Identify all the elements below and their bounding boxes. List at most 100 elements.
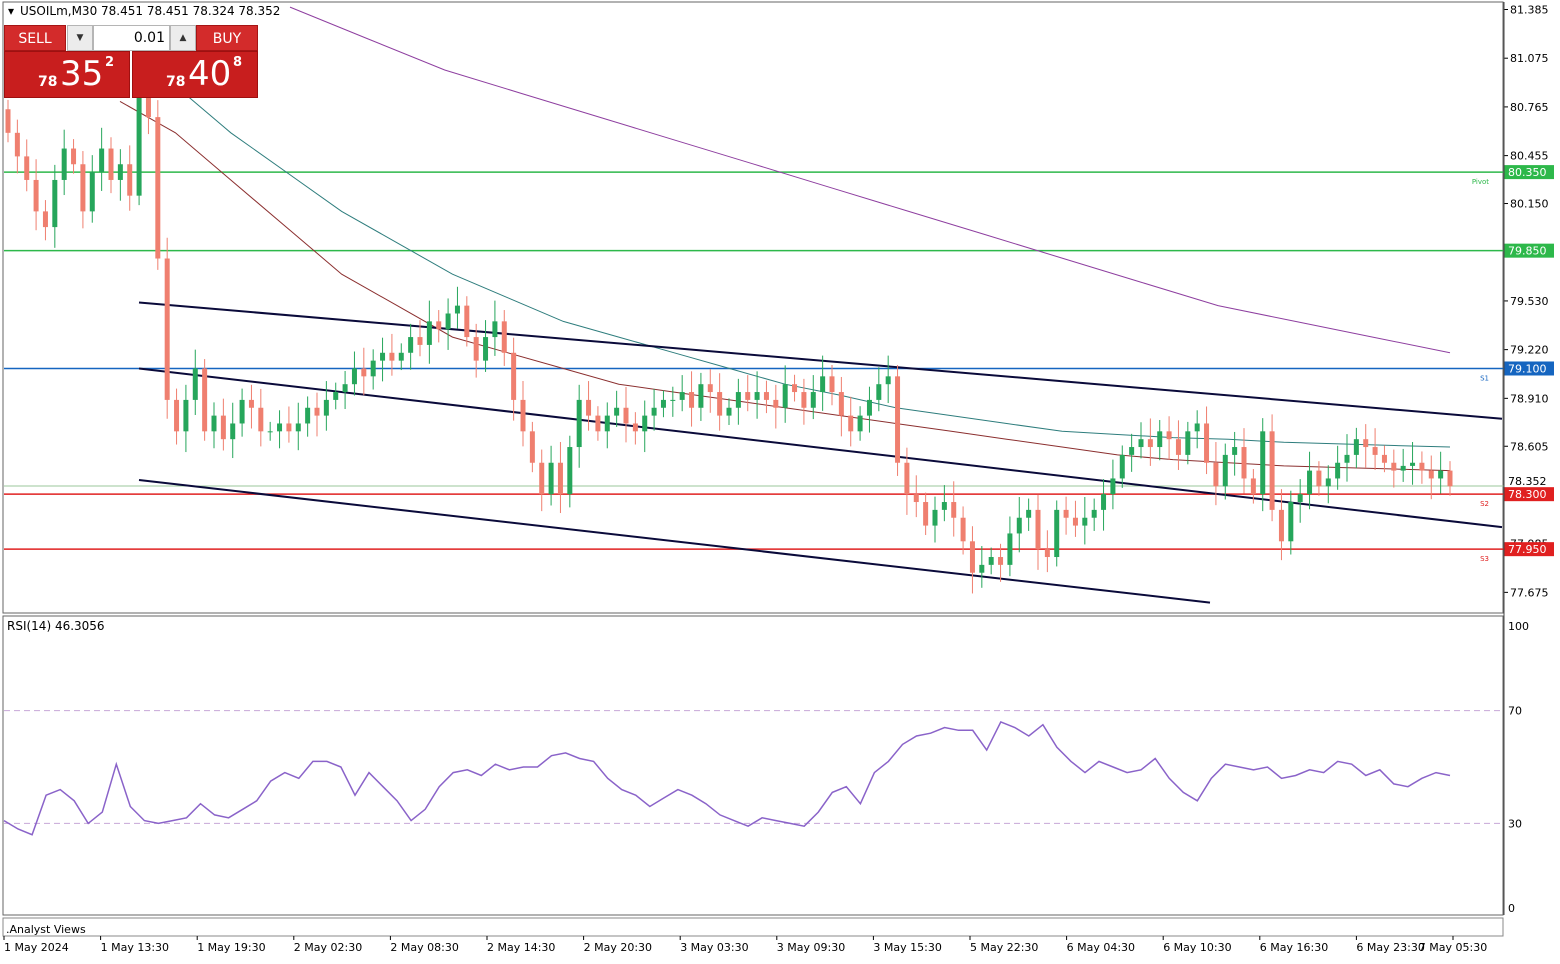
candle-body (258, 407, 264, 432)
candle-body (1269, 431, 1275, 510)
candle-body (913, 494, 919, 503)
candle-body (885, 376, 891, 385)
candle-body (820, 376, 826, 393)
candle-body (1307, 470, 1313, 495)
candle (1363, 424, 1369, 468)
candle (286, 406, 292, 443)
candle (651, 388, 657, 431)
candle-body (1391, 462, 1397, 471)
channel-lines[interactable] (138, 301, 1503, 604)
candle-body (679, 392, 685, 400)
candle (745, 375, 751, 412)
sell-price-button[interactable]: 78 35 2 (4, 51, 130, 98)
candle (1353, 427, 1359, 469)
candle-body (370, 360, 376, 377)
candle-body (529, 431, 535, 463)
level-price-tag (1504, 165, 1554, 180)
candle-body (1241, 447, 1247, 479)
candle-body (557, 462, 563, 495)
candle (248, 384, 254, 429)
candle (885, 355, 891, 404)
candle (267, 421, 273, 441)
candle (1157, 420, 1163, 461)
candle-body (623, 407, 629, 424)
candle-body (632, 423, 638, 432)
candle (1044, 530, 1050, 573)
candle (1222, 443, 1228, 500)
candle-body (1335, 462, 1341, 479)
candle-body (380, 352, 386, 361)
candle (904, 447, 910, 515)
sell-button[interactable]: SELL (4, 25, 66, 51)
candle (258, 388, 264, 447)
candle (679, 375, 685, 412)
level-price-tag (1504, 243, 1554, 258)
candle (230, 402, 236, 459)
candle (1428, 455, 1434, 500)
candle-body (5, 109, 11, 133)
candle (754, 371, 760, 419)
candle-body (1278, 509, 1284, 542)
candle (707, 369, 713, 413)
candle-body (782, 384, 788, 408)
volume-input[interactable] (93, 25, 170, 51)
candle-body (1438, 470, 1444, 479)
candle-body (1110, 478, 1116, 495)
candle (698, 372, 704, 421)
channel-line[interactable] (138, 301, 1503, 420)
candle (1447, 461, 1453, 496)
candle-body (1316, 470, 1322, 487)
volume-decrease-icon[interactable]: ▼ (67, 25, 93, 51)
candle (1072, 500, 1078, 537)
current-price-tag (1504, 476, 1554, 487)
candle (998, 543, 1004, 582)
candle-body (586, 399, 592, 416)
candle (932, 496, 938, 543)
candle (1110, 459, 1116, 510)
time-tick-label: 2 May 08:30 (390, 941, 458, 954)
candle-body (660, 399, 666, 408)
candle (979, 546, 985, 588)
one-click-trading-panel: SELL ▼ ▲ BUY 78 35 2 78 40 8 (4, 25, 258, 98)
candle (1232, 431, 1238, 476)
buy-button[interactable]: BUY (196, 25, 258, 51)
candle-body (436, 321, 442, 330)
candle-body (960, 517, 966, 542)
candle (1288, 490, 1294, 555)
channel-line[interactable] (138, 479, 1211, 604)
candle (614, 390, 620, 427)
moving-average-line (289, 6, 1451, 354)
candle (277, 410, 283, 449)
candle (333, 382, 339, 410)
buy-price-button[interactable]: 78 40 8 (132, 51, 258, 98)
candle (520, 381, 526, 447)
candle-body (192, 368, 198, 400)
candle-body (483, 337, 489, 361)
candle (557, 442, 563, 514)
analyst-views-label: .Analyst Views (6, 923, 86, 936)
candle (389, 333, 395, 376)
level-price-label: 78.300 (1508, 488, 1547, 501)
candle-body (1194, 423, 1200, 432)
candle-body (998, 557, 1004, 565)
candle-body (1157, 431, 1163, 448)
candle (1101, 479, 1107, 531)
volume-increase-icon[interactable]: ▲ (170, 25, 196, 51)
candle (1026, 498, 1032, 531)
candlesticks (5, 72, 1453, 594)
main-chart-pane[interactable] (2, 1, 1504, 614)
candle-body (248, 399, 254, 408)
rsi-pane[interactable] (2, 615, 1504, 916)
candle (604, 402, 610, 449)
candle-body (473, 337, 479, 361)
symbol-info: USOILm,M30 78.451 78.451 78.324 78.352 (20, 4, 280, 18)
candle (24, 139, 30, 192)
candle (127, 145, 133, 211)
candle-body (426, 321, 432, 345)
candle (454, 286, 460, 329)
candle (33, 159, 39, 231)
candle (642, 400, 648, 453)
channel-line[interactable] (138, 367, 1503, 529)
